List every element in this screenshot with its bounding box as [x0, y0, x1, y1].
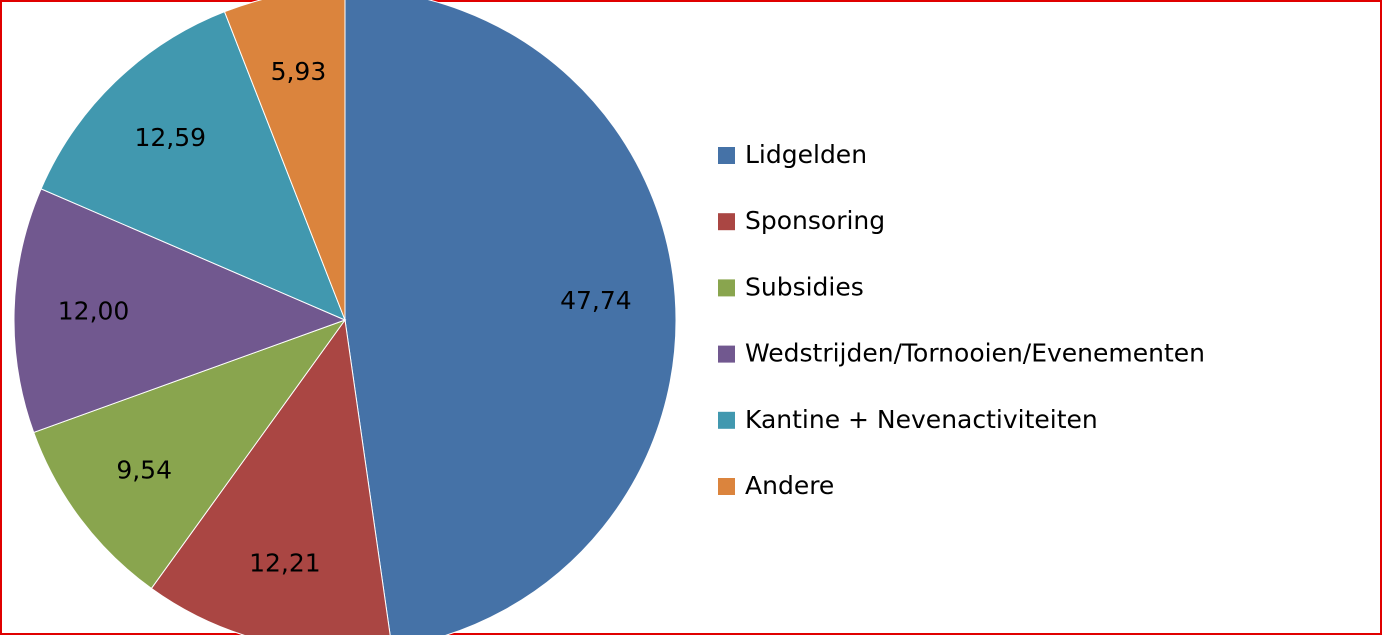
- legend-label: Wedstrijden/Tornooien/Evenementen: [745, 339, 1205, 368]
- legend-label: Sponsoring: [745, 206, 885, 235]
- legend-swatch: [718, 411, 735, 429]
- data-label: 12,59: [134, 123, 206, 152]
- pie-slice: [33, 318, 347, 590]
- data-label: 47,74: [560, 286, 632, 315]
- legend: Lidgelden Sponsoring Subsidies Wedstrijden/…: [718, 140, 1205, 500]
- data-labels: 47,74 12,21 9,54 12,00 12,59 5,93: [58, 57, 632, 577]
- pie-slice: [150, 318, 391, 635]
- legend-swatch: [718, 345, 735, 363]
- legend-swatch: [718, 478, 735, 495]
- pie-slice: [40, 11, 346, 321]
- data-label: 12,21: [249, 548, 321, 577]
- legend-swatch: [718, 279, 735, 297]
- data-label: 12,00: [58, 296, 130, 325]
- legend-label: Andere: [745, 471, 834, 500]
- legend-swatch: [718, 147, 735, 164]
- data-label: 9,54: [116, 456, 172, 485]
- legend-swatch: [718, 213, 735, 231]
- data-label: 5,93: [271, 57, 327, 86]
- legend-label: Lidgelden: [745, 140, 867, 169]
- pie-slice: [344, 0, 677, 635]
- legend-label: Subsidies: [745, 272, 864, 301]
- legend-label: Kantine + Nevenactiviteiten: [745, 405, 1098, 434]
- pie: [13, 0, 677, 635]
- pie-slice: [223, 0, 346, 321]
- pie-slice: [13, 188, 347, 434]
